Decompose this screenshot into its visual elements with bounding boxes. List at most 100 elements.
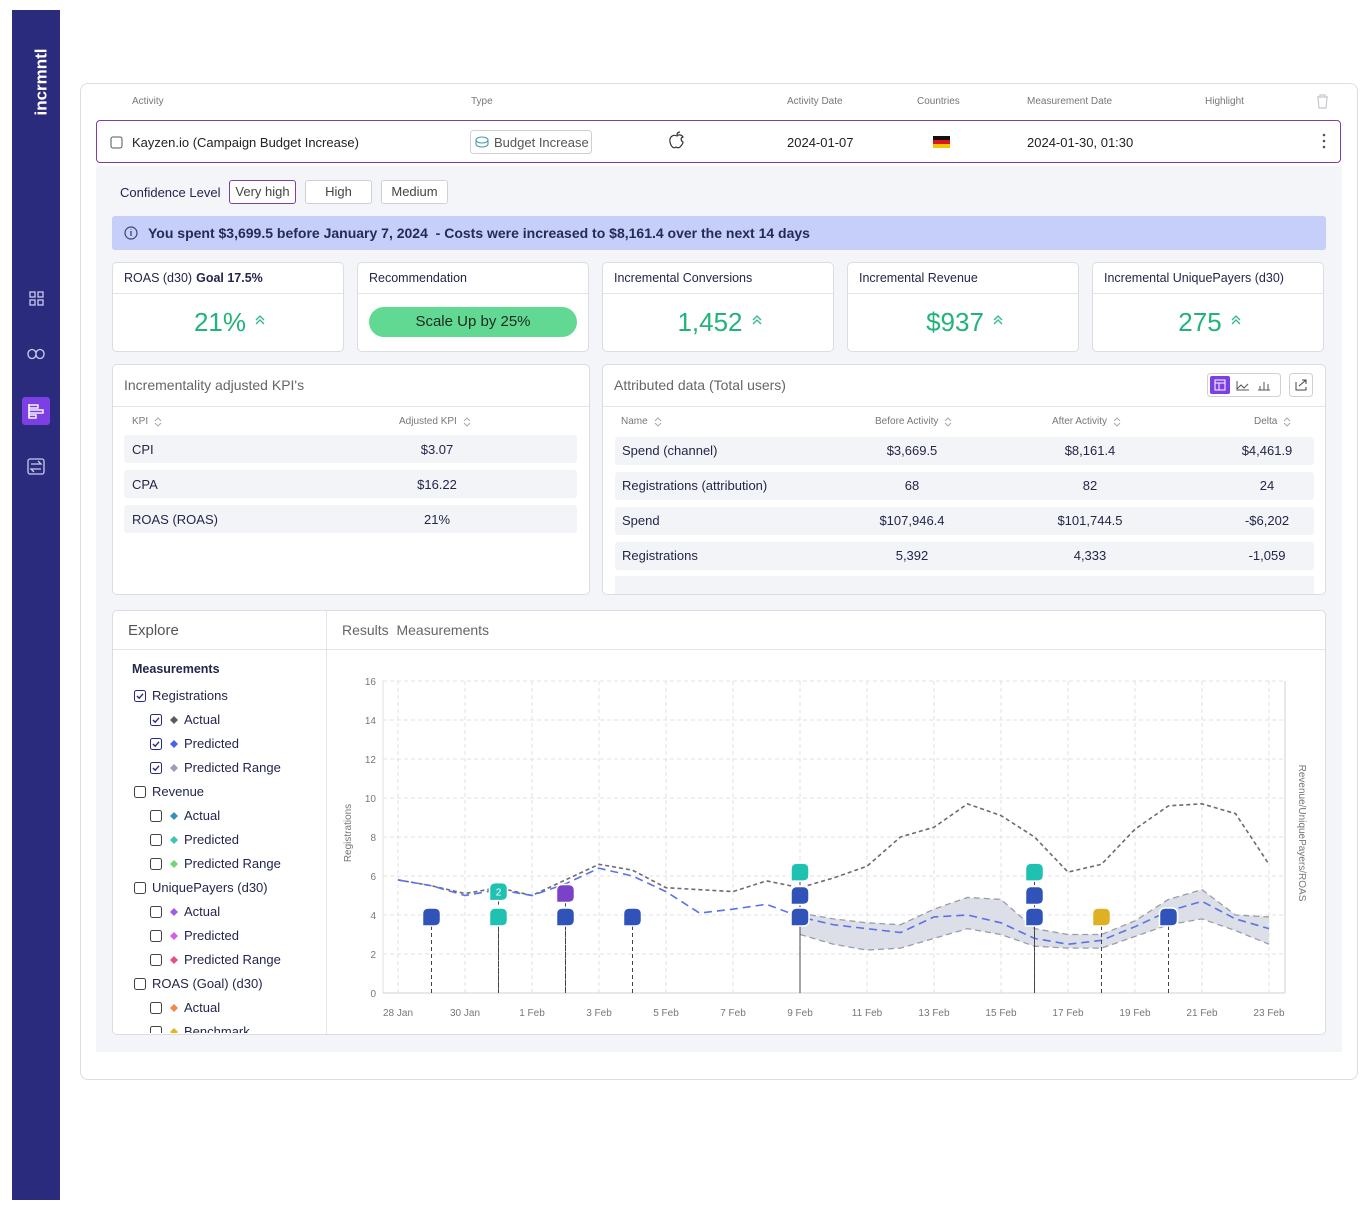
row-value: 68 bbox=[904, 478, 920, 493]
row-value: $101,744.5 bbox=[1057, 513, 1123, 528]
swatch bbox=[170, 860, 178, 868]
up-arrow bbox=[1231, 315, 1241, 325]
table-row bbox=[124, 435, 577, 463]
item-name[interactable]: Predicted bbox=[184, 928, 239, 943]
row-name: Spend (channel) bbox=[622, 443, 718, 458]
swatch bbox=[170, 1028, 178, 1033]
swatch bbox=[170, 812, 178, 820]
activity-name: Kayzen.io (Campaign Budget Increase) bbox=[132, 135, 359, 150]
kpi-card bbox=[602, 262, 834, 352]
sort-icon bbox=[463, 417, 471, 427]
confidence-option[interactable]: Medium bbox=[381, 180, 448, 204]
box bbox=[150, 810, 162, 822]
nav-swap[interactable] bbox=[27, 458, 45, 475]
card-divider bbox=[113, 649, 1325, 650]
card-title: Attributed data (Total users) bbox=[614, 377, 786, 393]
kpi-value: $3.07 bbox=[420, 442, 454, 457]
group-name[interactable]: Registrations bbox=[152, 688, 228, 703]
check bbox=[136, 693, 144, 700]
table-row bbox=[615, 576, 1314, 594]
selected-row[interactable] bbox=[96, 120, 1341, 163]
kpi-title: ROAS (d30) bbox=[124, 271, 193, 285]
item-name[interactable]: Actual bbox=[184, 904, 221, 919]
kpi-title: Incremental Conversions bbox=[614, 271, 753, 285]
group-checkbox[interactable] bbox=[134, 978, 146, 990]
item-name[interactable]: Predicted bbox=[184, 832, 239, 847]
panel-divider bbox=[326, 611, 327, 1034]
group-checkbox[interactable] bbox=[134, 690, 146, 702]
item-checkbox[interactable] bbox=[150, 738, 186, 750]
chart-title: Results Measurements bbox=[342, 622, 490, 638]
row-name: Registrations (attribution) bbox=[622, 478, 768, 493]
group-name[interactable]: ROAS (Goal) (d30) bbox=[152, 976, 263, 991]
row-value: $107,946.4 bbox=[879, 513, 945, 528]
swatch bbox=[170, 836, 178, 844]
item-checkbox[interactable] bbox=[150, 714, 186, 726]
group-checkbox[interactable] bbox=[134, 786, 146, 798]
column-header: Highlight bbox=[1205, 96, 1244, 107]
kpi-card bbox=[112, 262, 344, 352]
item-checkbox[interactable] bbox=[150, 906, 186, 918]
column-header: Name bbox=[621, 416, 648, 427]
kpi-card bbox=[1092, 262, 1324, 352]
item-checkbox[interactable] bbox=[150, 930, 186, 942]
item-name[interactable]: Actual bbox=[184, 808, 221, 823]
section-label: Measurements bbox=[132, 662, 220, 676]
table-row bbox=[615, 472, 1314, 500]
item-checkbox[interactable] bbox=[150, 954, 186, 966]
kpi-card bbox=[847, 262, 1079, 352]
type-label: Budget Increase bbox=[494, 135, 589, 150]
box bbox=[150, 858, 162, 870]
nav-loop[interactable] bbox=[27, 348, 45, 360]
kpi-name: CPI bbox=[132, 442, 154, 457]
item-name[interactable]: Predicted Range bbox=[184, 760, 281, 775]
row-value: 5,392 bbox=[895, 548, 929, 563]
confidence-option[interactable]: High bbox=[305, 180, 372, 204]
measurement-date: 2024-01-30, 01:30 bbox=[1027, 135, 1134, 150]
kpi-name: CPA bbox=[132, 477, 158, 492]
item-name[interactable]: Actual bbox=[184, 1000, 221, 1015]
swatch bbox=[170, 932, 178, 940]
swatch bbox=[170, 908, 178, 916]
item-name[interactable]: Benchmark bbox=[184, 1024, 250, 1033]
item-checkbox[interactable] bbox=[150, 858, 186, 870]
kpi-divider bbox=[358, 293, 588, 294]
item-checkbox[interactable] bbox=[150, 834, 186, 846]
explore-title: Explore bbox=[128, 622, 179, 639]
sort-icon bbox=[154, 417, 162, 427]
nav-dashboard[interactable] bbox=[29, 291, 44, 306]
kpi-divider bbox=[848, 293, 1078, 294]
item-checkbox[interactable] bbox=[150, 1026, 186, 1033]
box bbox=[150, 1026, 162, 1033]
item-name[interactable]: Actual bbox=[184, 712, 221, 727]
up-arrow bbox=[993, 315, 1003, 325]
column-header: Adjusted KPI bbox=[399, 416, 457, 427]
nav-active[interactable] bbox=[22, 397, 50, 425]
chevron bbox=[993, 315, 1003, 325]
group-checkbox[interactable] bbox=[134, 882, 146, 894]
card-divider bbox=[603, 406, 1325, 407]
sort-arrows bbox=[154, 417, 162, 427]
column-header: Measurement Date bbox=[1027, 96, 1113, 107]
box bbox=[134, 786, 146, 798]
confidence-option[interactable]: Very high bbox=[229, 180, 296, 204]
row-value: -$6,202 bbox=[1244, 513, 1290, 528]
chevron bbox=[1231, 315, 1241, 325]
column-header: Type bbox=[471, 96, 493, 107]
kpi-value: 21% bbox=[193, 307, 247, 337]
sort-icon bbox=[1284, 417, 1291, 427]
item-checkbox[interactable] bbox=[150, 1002, 186, 1014]
row-name: Registrations bbox=[622, 548, 698, 563]
kpi-goal: Goal 17.5% bbox=[196, 271, 263, 285]
column-header: Activity bbox=[132, 96, 164, 107]
row-value: $3,669.5 bbox=[886, 443, 938, 458]
item-name[interactable]: Predicted bbox=[184, 736, 239, 751]
recommendation-button[interactable]: Scale Up by 25% bbox=[369, 307, 577, 337]
group-name[interactable]: Revenue bbox=[152, 784, 205, 799]
item-checkbox[interactable] bbox=[150, 810, 186, 822]
item-checkbox[interactable] bbox=[150, 762, 186, 774]
up-arrow bbox=[255, 315, 265, 325]
item-name[interactable]: Predicted Range bbox=[184, 952, 281, 967]
item-name[interactable]: Predicted Range bbox=[184, 856, 281, 871]
group-name[interactable]: UniquePayers (d30) bbox=[152, 880, 268, 895]
